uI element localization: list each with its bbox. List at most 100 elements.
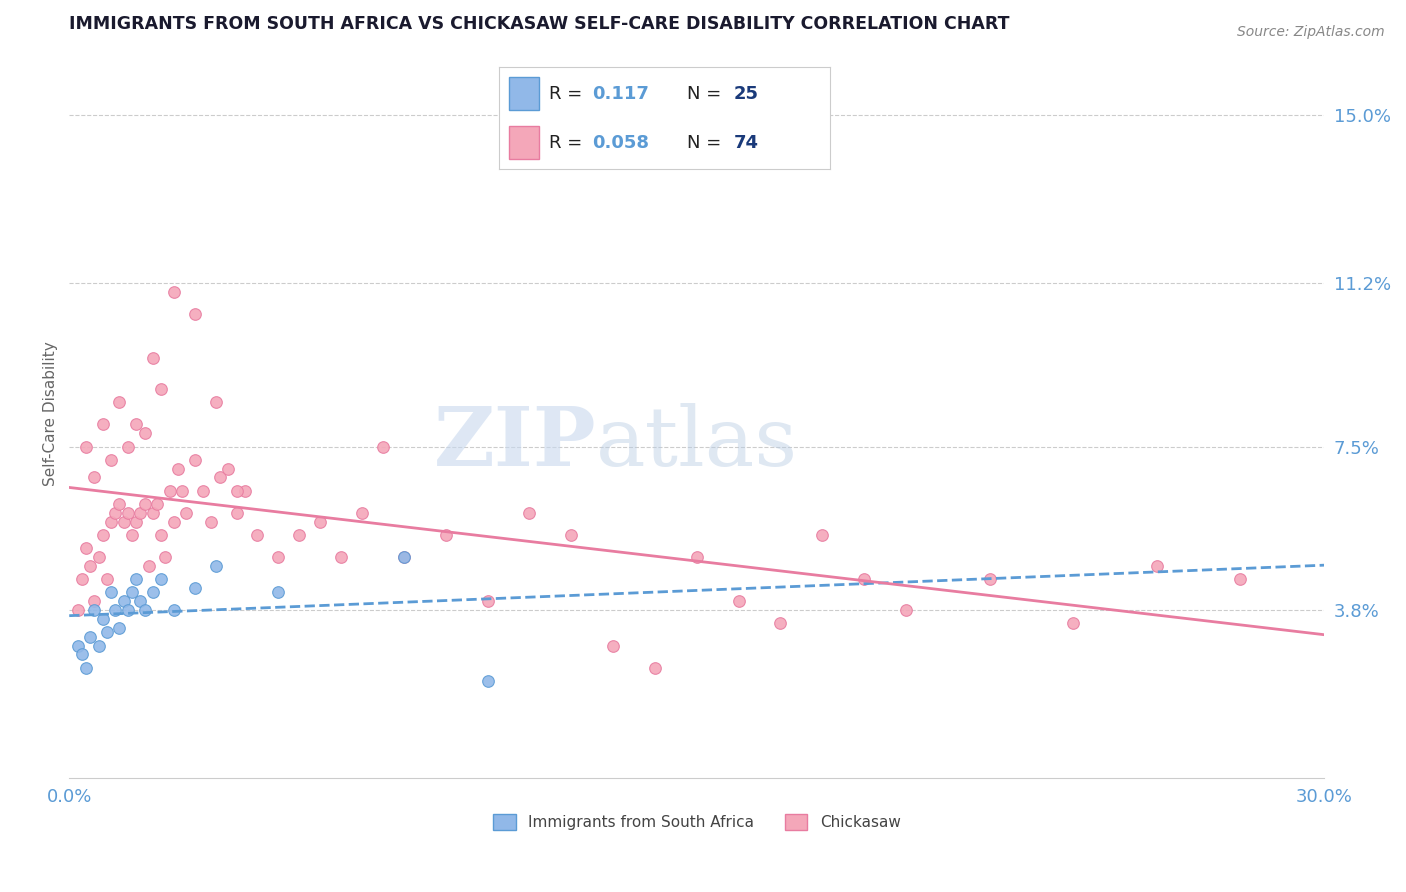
Point — [70, 648, 93, 662]
Point — [104, 506, 127, 520]
Point — [477, 594, 499, 608]
Point — [121, 585, 143, 599]
Point — [125, 417, 148, 432]
Point — [96, 572, 118, 586]
Text: Source: ZipAtlas.com: Source: ZipAtlas.com — [1237, 25, 1385, 39]
Legend: Immigrants from South Africa, Chickasaw: Immigrants from South Africa, Chickasaw — [486, 808, 907, 837]
Point — [75, 660, 97, 674]
Point — [121, 528, 143, 542]
Point — [100, 515, 122, 529]
Point — [204, 395, 226, 409]
Point — [155, 550, 177, 565]
FancyBboxPatch shape — [509, 127, 538, 159]
Point — [117, 603, 139, 617]
Point — [117, 440, 139, 454]
Point — [434, 528, 457, 542]
Point — [217, 461, 239, 475]
Point — [125, 515, 148, 529]
Point — [172, 483, 194, 498]
Point — [183, 307, 205, 321]
Point — [309, 515, 332, 529]
Point — [159, 483, 181, 498]
Point — [150, 572, 173, 586]
Point — [894, 603, 917, 617]
Point — [288, 528, 311, 542]
Text: ZIP: ZIP — [433, 402, 596, 483]
Point — [87, 639, 110, 653]
Point — [392, 550, 415, 565]
Text: R =: R = — [548, 134, 582, 152]
Point — [108, 395, 131, 409]
Text: IMMIGRANTS FROM SOUTH AFRICA VS CHICKASAW SELF-CARE DISABILITY CORRELATION CHART: IMMIGRANTS FROM SOUTH AFRICA VS CHICKASA… — [69, 15, 1010, 33]
Point — [811, 528, 834, 542]
Point — [371, 440, 394, 454]
Point — [163, 515, 186, 529]
Point — [644, 660, 666, 674]
Point — [267, 585, 290, 599]
Point — [146, 497, 169, 511]
Point — [330, 550, 353, 565]
Point — [134, 426, 156, 441]
Point — [129, 594, 152, 608]
Point — [125, 572, 148, 586]
Point — [100, 452, 122, 467]
Point — [104, 603, 127, 617]
Point — [134, 497, 156, 511]
Point — [176, 506, 198, 520]
Point — [100, 585, 122, 599]
Text: 0.058: 0.058 — [592, 134, 648, 152]
Point — [163, 285, 186, 299]
Point — [117, 506, 139, 520]
Point — [129, 506, 152, 520]
Text: 74: 74 — [734, 134, 759, 152]
Point — [79, 630, 101, 644]
Point — [191, 483, 214, 498]
Text: N =: N = — [688, 85, 721, 103]
Point — [392, 550, 415, 565]
Text: R =: R = — [548, 85, 582, 103]
Point — [142, 585, 165, 599]
Point — [91, 417, 114, 432]
Point — [142, 351, 165, 365]
Point — [83, 594, 105, 608]
Point — [246, 528, 269, 542]
Point — [204, 558, 226, 573]
Point — [66, 639, 89, 653]
Point — [87, 550, 110, 565]
Point — [519, 506, 541, 520]
Point — [560, 528, 582, 542]
Point — [602, 639, 624, 653]
Point — [1229, 572, 1251, 586]
Point — [138, 558, 160, 573]
Point — [183, 581, 205, 595]
Point — [108, 497, 131, 511]
Point — [112, 594, 135, 608]
Point — [1146, 558, 1168, 573]
Point — [233, 483, 256, 498]
Point — [83, 603, 105, 617]
Point — [267, 550, 290, 565]
Point — [163, 603, 186, 617]
Point — [208, 470, 231, 484]
Point — [183, 452, 205, 467]
Point — [91, 528, 114, 542]
Text: 0.117: 0.117 — [592, 85, 648, 103]
Point — [979, 572, 1001, 586]
Point — [1062, 616, 1084, 631]
Point — [83, 470, 105, 484]
Point — [75, 541, 97, 556]
Point — [134, 603, 156, 617]
FancyBboxPatch shape — [509, 78, 538, 110]
Point — [150, 528, 173, 542]
Point — [853, 572, 876, 586]
Point — [727, 594, 749, 608]
Point — [686, 550, 709, 565]
Point — [167, 461, 190, 475]
Point — [142, 506, 165, 520]
Point — [200, 515, 222, 529]
Point — [75, 440, 97, 454]
Point — [108, 621, 131, 635]
Point — [91, 612, 114, 626]
Point — [79, 558, 101, 573]
Point — [66, 603, 89, 617]
